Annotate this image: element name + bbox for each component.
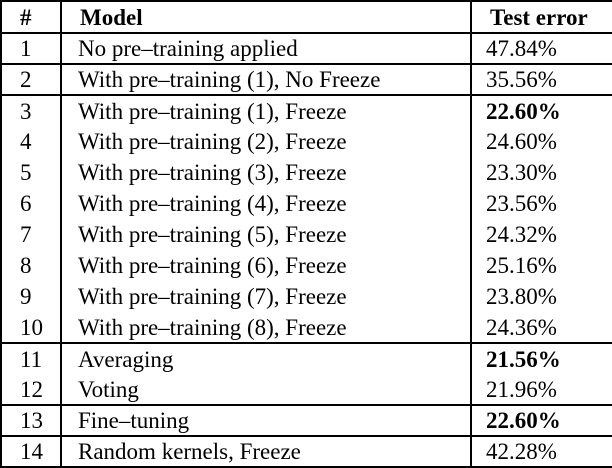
table-row: 14 Random kernels, Freeze 42.28% xyxy=(0,435,612,468)
row-test-error: 23.56% xyxy=(470,188,612,219)
row-model: With pre–training (7), Freeze xyxy=(60,281,472,312)
row-test-error: 47.84% xyxy=(470,33,612,64)
table-row: 9 With pre–training (7), Freeze 23.80% xyxy=(0,281,612,312)
row-model: Voting xyxy=(60,374,472,405)
row-model: With pre–training (8), Freeze xyxy=(60,312,472,343)
table-row: 12 Voting 21.96% xyxy=(0,374,612,405)
row-index: 8 xyxy=(0,250,62,281)
row-index: 10 xyxy=(0,312,62,343)
row-test-error: 21.96% xyxy=(470,374,612,405)
row-index: 12 xyxy=(0,374,62,405)
row-index: 9 xyxy=(0,281,62,312)
row-test-error: 22.60% xyxy=(470,94,612,126)
row-model: With pre–training (1), No Freeze xyxy=(60,63,472,95)
row-index: 3 xyxy=(0,94,62,126)
row-test-error: 25.16% xyxy=(470,250,612,281)
table-row: 8 With pre–training (6), Freeze 25.16% xyxy=(0,250,612,281)
row-index: 1 xyxy=(0,33,62,64)
table-row: 5 With pre–training (3), Freeze 23.30% xyxy=(0,157,612,188)
table-row: 10 With pre–training (8), Freeze 24.36% xyxy=(0,312,612,343)
row-test-error: 24.60% xyxy=(470,126,612,157)
table-body: 1 No pre–training applied 47.84% 2 With pre–… xyxy=(0,33,612,468)
header-model: Model xyxy=(60,0,472,34)
row-index: 6 xyxy=(0,188,62,219)
row-test-error: 42.28% xyxy=(470,435,612,468)
row-index: 14 xyxy=(0,435,62,468)
row-index: 4 xyxy=(0,126,62,157)
table-header: # Model Test error xyxy=(0,0,612,34)
row-model: With pre–training (5), Freeze xyxy=(60,219,472,250)
row-model: Fine–tuning xyxy=(60,404,472,436)
row-model: No pre–training applied xyxy=(60,33,472,64)
header-index: # xyxy=(0,0,62,34)
row-model: With pre–training (2), Freeze xyxy=(60,126,472,157)
row-test-error: 24.32% xyxy=(470,219,612,250)
row-test-error: 22.60% xyxy=(470,404,612,436)
row-test-error: 23.30% xyxy=(470,157,612,188)
row-model: With pre–training (1), Freeze xyxy=(60,94,472,126)
table-row: 6 With pre–training (4), Freeze 23.56% xyxy=(0,188,612,219)
row-test-error: 23.80% xyxy=(470,281,612,312)
row-index: 5 xyxy=(0,157,62,188)
row-model: Random kernels, Freeze xyxy=(60,435,472,468)
header-test-error: Test error xyxy=(470,0,612,34)
table-row: 2 With pre–training (1), No Freeze 35.56% xyxy=(0,63,612,95)
header-row: # Model Test error xyxy=(0,0,612,34)
row-test-error: 24.36% xyxy=(470,312,612,343)
row-model: Averaging xyxy=(60,342,472,374)
table-row: 11 Averaging 21.56% xyxy=(0,342,612,374)
row-index: 7 xyxy=(0,219,62,250)
table-row: 4 With pre–training (2), Freeze 24.60% xyxy=(0,126,612,157)
row-model: With pre–training (3), Freeze xyxy=(60,157,472,188)
row-model: With pre–training (6), Freeze xyxy=(60,250,472,281)
table-row: 13 Fine–tuning 22.60% xyxy=(0,404,612,436)
row-index: 2 xyxy=(0,63,62,95)
row-model: With pre–training (4), Freeze xyxy=(60,188,472,219)
table-row: 7 With pre–training (5), Freeze 24.32% xyxy=(0,219,612,250)
table-row: 3 With pre–training (1), Freeze 22.60% xyxy=(0,94,612,126)
table-row: 1 No pre–training applied 47.84% xyxy=(0,33,612,64)
row-test-error: 35.56% xyxy=(470,63,612,95)
row-index: 11 xyxy=(0,342,62,374)
row-index: 13 xyxy=(0,404,62,436)
row-test-error: 21.56% xyxy=(470,342,612,374)
